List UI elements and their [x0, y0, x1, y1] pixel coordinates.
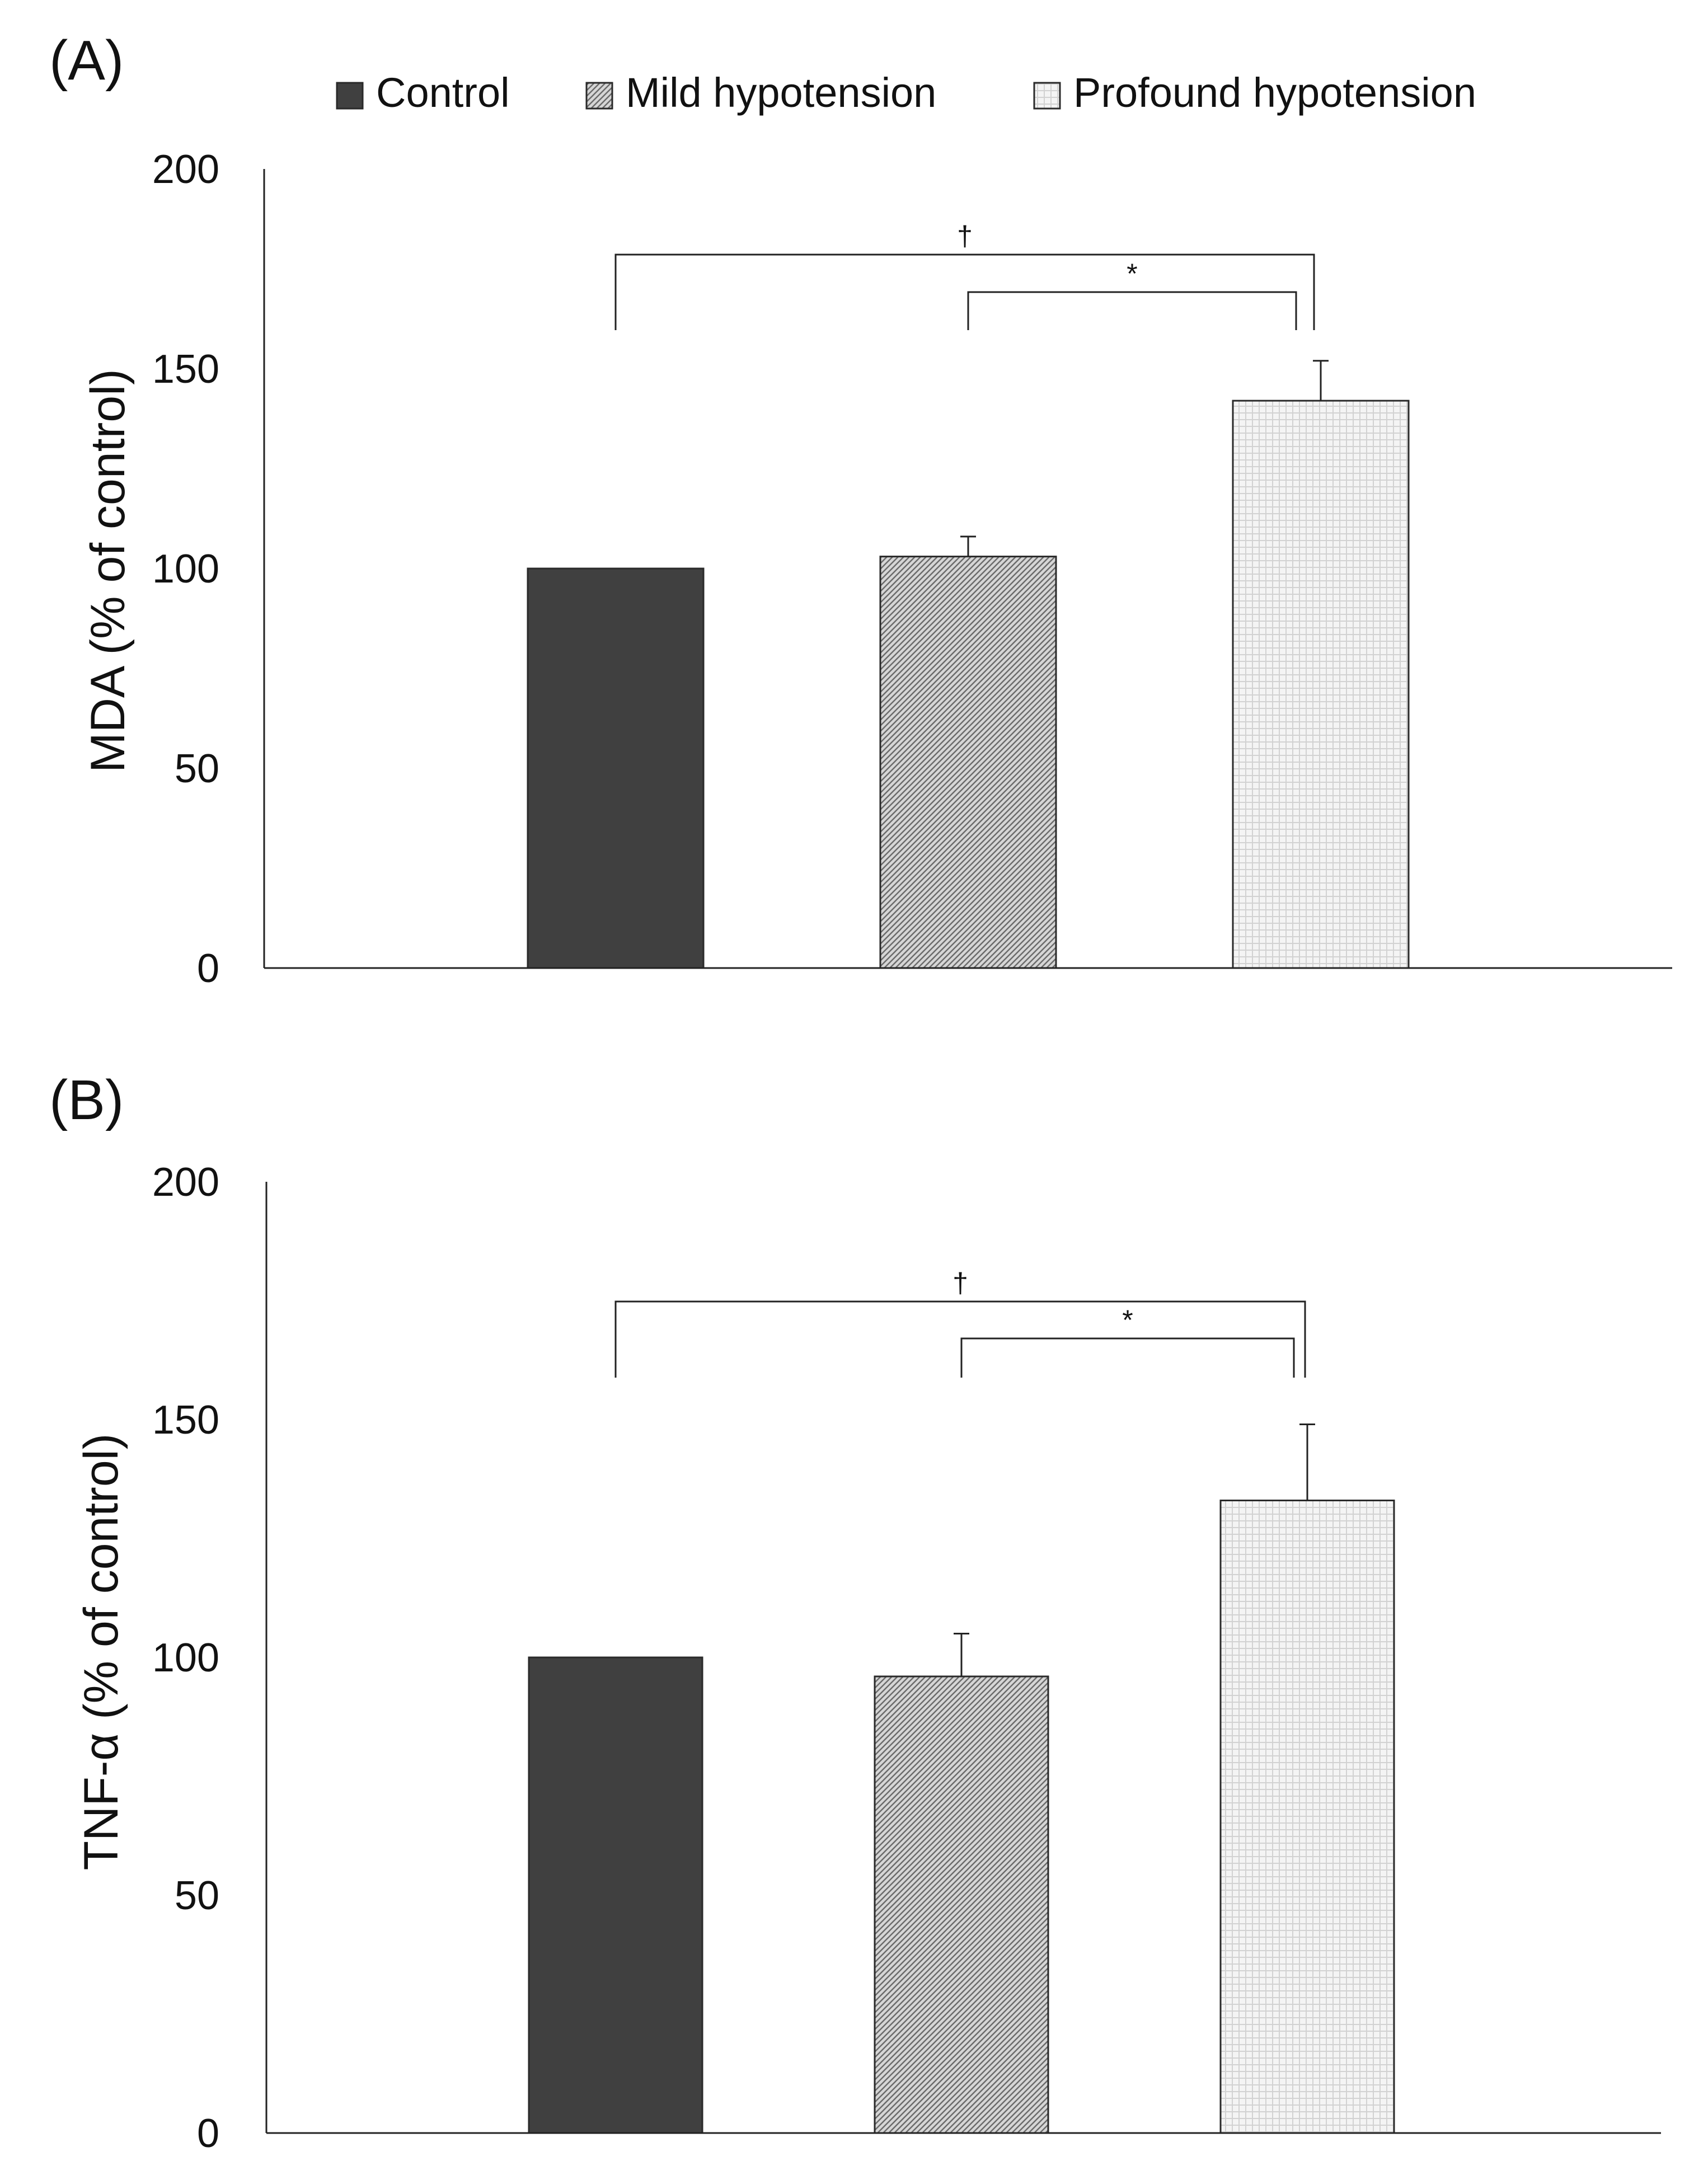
bar-a-control	[527, 567, 705, 969]
y-tick-label-a-0: 0	[197, 946, 219, 991]
y-tick-label-a-150: 150	[152, 347, 219, 392]
y-axis-label-a: MDA (% of control)	[81, 369, 135, 773]
legend-swatch-mild	[585, 82, 613, 110]
y-tick-label-b-50: 50	[175, 1873, 219, 1918]
y-tick-label-a-100: 100	[152, 547, 219, 591]
legend-swatch-control	[336, 82, 364, 110]
panel-label-b: (B)	[49, 1069, 124, 1131]
panel-label-a: (A)	[49, 29, 124, 92]
significance-symbol-a-1: †	[957, 220, 973, 252]
significance-bracket-a-1	[614, 253, 1315, 330]
legend-swatch-profound	[1033, 82, 1061, 110]
significance-bracket-a-2	[967, 291, 1297, 330]
legend-item-profound: Profound hypotension	[1033, 69, 1476, 116]
y-tick-label-b-150: 150	[152, 1398, 219, 1443]
legend-item-control: Control	[336, 69, 510, 116]
bar-b-control	[528, 1656, 703, 2134]
bar-a-mild	[879, 556, 1057, 969]
y-axis-label-b: TNF-α (% of control)	[74, 1434, 128, 1871]
y-tick-label-b-0: 0	[197, 2111, 219, 2156]
bars-b	[528, 1500, 1395, 2134]
significance-bracket-b-1	[614, 1300, 1306, 1378]
bar-b-profound	[1219, 1500, 1395, 2134]
significance-bracket-b-2	[960, 1337, 1295, 1378]
bar-a-profound	[1232, 400, 1410, 969]
y-tick-label-b-100: 100	[152, 1636, 219, 1680]
significance-b: †*	[614, 1267, 1306, 1378]
bars-a	[527, 400, 1410, 969]
significance-a: †*	[614, 220, 1315, 330]
significance-symbol-a-2: *	[1127, 258, 1137, 289]
bar-b-mild	[874, 1675, 1049, 2134]
y-tick-label-a-50: 50	[175, 746, 219, 791]
y-ticks-a: 0 50 100 150 200	[152, 147, 219, 991]
legend-label-profound: Profound hypotension	[1073, 69, 1476, 116]
significance-symbol-b-1: †	[952, 1267, 968, 1299]
legend-item-mild: Mild hypotension	[585, 69, 936, 116]
error-bars-a	[960, 360, 1329, 557]
y-tick-label-a-200: 200	[152, 147, 219, 192]
error-bars-b	[954, 1424, 1315, 1676]
y-ticks-b: 0 50 100 150 200	[152, 1160, 219, 2156]
legend-label-mild: Mild hypotension	[626, 69, 936, 116]
legend: Control Mild hypotension Profound hypote…	[336, 69, 1476, 116]
legend-label-control: Control	[376, 69, 510, 116]
y-tick-label-b-200: 200	[152, 1160, 219, 1205]
significance-symbol-b-2: *	[1122, 1304, 1133, 1336]
